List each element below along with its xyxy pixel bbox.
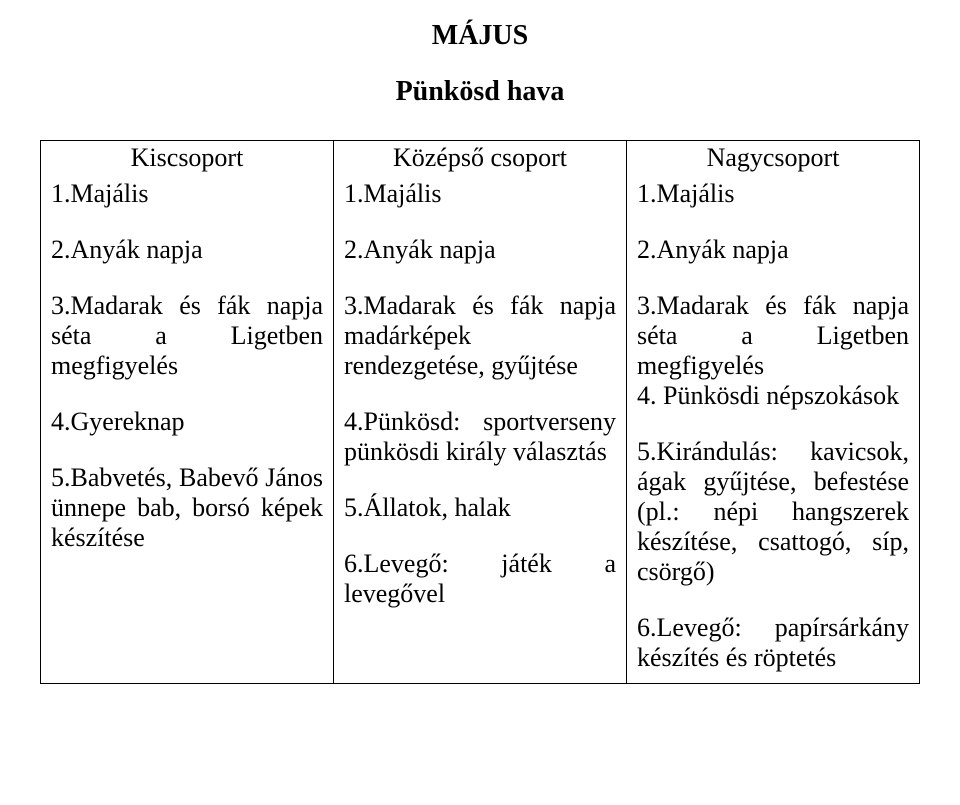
header-label: Nagycsoport <box>707 143 840 172</box>
page-subtitle: Pünkösd hava <box>40 76 920 108</box>
list-item: 6.Levegő: játék a levegővel <box>344 549 616 609</box>
list-item: 3.Madarak és fák napja madárképek rendez… <box>344 291 616 381</box>
list-item: 5.Állatok, halak <box>344 493 616 523</box>
list-item: 1.Majális <box>344 179 616 209</box>
list-item: 2.Anyák napja <box>637 235 909 265</box>
list-item: 4.Gyereknap <box>51 407 323 437</box>
column-header-kozepso: Középső csoport <box>334 141 627 176</box>
column-body-nagycsoport: 1.Majális 2.Anyák napja 3.Madarak és fák… <box>627 175 920 684</box>
schedule-table: Kiscsoport Középső csoport Nagycsoport 1… <box>40 140 920 684</box>
header-label: Kiscsoport <box>131 143 244 172</box>
header-label: Középső csoport <box>393 143 567 172</box>
list-item: 5.Babvetés, Babevő János ünnepe bab, bor… <box>51 463 323 553</box>
column-header-nagycsoport: Nagycsoport <box>627 141 920 176</box>
list-item: 4. Pünkösdi népszokások <box>637 381 909 411</box>
column-body-kozepso: 1.Majális 2.Anyák napja 3.Madarak és fák… <box>334 175 627 684</box>
list-item: 1.Majális <box>51 179 323 209</box>
list-item: 5.Kirándulás: kavicsok, ágak gyűjtése, b… <box>637 437 909 587</box>
list-item: 2.Anyák napja <box>51 235 323 265</box>
list-item: 1.Majális <box>637 179 909 209</box>
list-item: 3.Madarak és fák napja séta a Ligetben m… <box>51 291 323 381</box>
list-item: 3.Madarak és fák napja séta a Ligetben m… <box>637 291 909 381</box>
list-item: 4.Pünkösd: sportverseny pünkösdi király … <box>344 407 616 467</box>
column-header-kiscsoport: Kiscsoport <box>41 141 334 176</box>
page-title: MÁJUS <box>40 20 920 52</box>
list-item: 2.Anyák napja <box>344 235 616 265</box>
column-body-kiscsoport: 1.Majális 2.Anyák napja 3.Madarak és fák… <box>41 175 334 684</box>
list-item: 6.Levegő: papírsárkány készítés és röpte… <box>637 613 909 673</box>
